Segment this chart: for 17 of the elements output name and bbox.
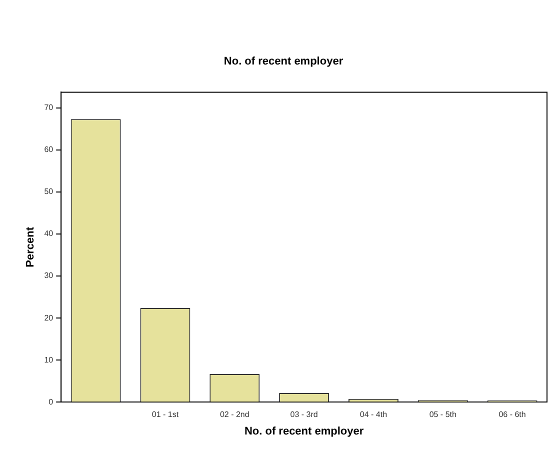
y-tick-label: 50 — [44, 187, 54, 196]
y-tick-label: 20 — [44, 313, 54, 322]
x-axis-title: No. of recent employer — [244, 425, 364, 438]
x-tick-label: 03 - 3rd — [290, 410, 318, 420]
x-tick-label: 01 - 1st — [152, 410, 180, 420]
x-tick-label: 05 - 5th — [429, 410, 456, 420]
y-tick-label: 40 — [44, 229, 54, 238]
x-tick-label: 06 - 6th — [498, 410, 526, 420]
x-tick-label: 04 - 4th — [360, 410, 388, 420]
chart-title: No. of recent employer — [224, 56, 344, 68]
y-tick-label: 10 — [44, 355, 54, 364]
y-axis-title: Percent — [24, 226, 37, 268]
x-tick-label: 02 - 2nd — [220, 410, 250, 420]
y-tick-label: 60 — [44, 145, 54, 154]
y-tick-label: 30 — [44, 271, 54, 280]
y-tick-label: 0 — [48, 397, 54, 406]
y-tick-label: 70 — [44, 102, 54, 112]
